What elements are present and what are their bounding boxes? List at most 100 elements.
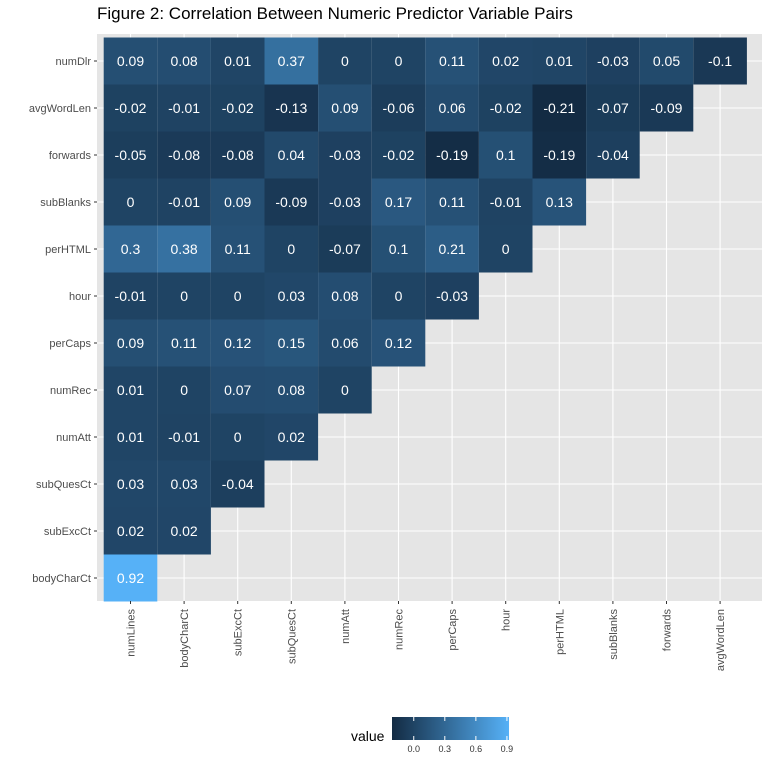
y-tick-label: perCaps bbox=[49, 338, 91, 350]
cell-value-label: -0.03 bbox=[329, 194, 361, 210]
heatmap-cell bbox=[639, 37, 694, 85]
cell-value-label: -0.08 bbox=[222, 147, 254, 163]
heatmap-cell bbox=[210, 366, 265, 414]
heatmap-cell bbox=[586, 37, 640, 85]
cell-value-label: 0.15 bbox=[278, 335, 305, 351]
cell-value-label: -0.07 bbox=[329, 241, 361, 257]
heatmap-cell bbox=[264, 413, 319, 461]
legend-tick-label: 0.0 bbox=[407, 744, 420, 754]
y-tick-label: numDlr bbox=[56, 56, 92, 68]
legend-tick-label: 0.6 bbox=[470, 744, 483, 754]
cell-value-label: 0.1 bbox=[389, 241, 409, 257]
cell-value-label: 0.06 bbox=[438, 100, 465, 116]
cell-value-label: 0.17 bbox=[385, 194, 412, 210]
cell-value-label: -0.09 bbox=[275, 194, 307, 210]
heatmap-cell bbox=[425, 178, 479, 226]
heatmap-cell bbox=[103, 225, 158, 273]
heatmap-cell bbox=[157, 272, 211, 320]
cell-value-label: 0 bbox=[502, 241, 510, 257]
cell-value-label: 0.09 bbox=[117, 335, 144, 351]
chart-title: Figure 2: Correlation Between Numeric Pr… bbox=[97, 4, 573, 23]
heatmap-cell bbox=[157, 178, 211, 226]
x-tick-label: perCaps bbox=[447, 609, 459, 651]
cell-value-label: -0.01 bbox=[168, 194, 200, 210]
heatmap-cell bbox=[210, 413, 265, 461]
heatmap-cell bbox=[318, 37, 372, 85]
heatmap-cell bbox=[103, 272, 158, 320]
cell-value-label: -0.06 bbox=[383, 100, 415, 116]
heatmap-cell bbox=[371, 37, 426, 85]
cell-value-label: 0.12 bbox=[224, 335, 251, 351]
legend-colorbar bbox=[392, 717, 509, 740]
x-tick-label: bodyCharCt bbox=[179, 609, 191, 668]
y-tick-label: perHTML bbox=[45, 244, 91, 256]
cell-value-label: 0 bbox=[127, 194, 135, 210]
cell-value-label: -0.05 bbox=[115, 147, 147, 163]
y-tick-label: subQuesCt bbox=[36, 479, 91, 491]
heatmap-cell bbox=[478, 178, 533, 226]
heatmap-cell bbox=[264, 178, 319, 226]
cell-value-label: -0.07 bbox=[597, 100, 629, 116]
cell-value-label: -0.19 bbox=[436, 147, 468, 163]
heatmap-cell bbox=[425, 84, 479, 132]
heatmap-cell bbox=[478, 37, 533, 85]
cell-value-label: 0.06 bbox=[331, 335, 358, 351]
cell-value-label: 0.08 bbox=[278, 382, 305, 398]
heatmap-cell bbox=[210, 37, 265, 85]
heatmap-cell bbox=[693, 37, 747, 85]
heatmap-cell bbox=[210, 131, 265, 179]
cell-value-label: -0.03 bbox=[329, 147, 361, 163]
x-tick-label: subBlanks bbox=[608, 609, 620, 660]
heatmap-cell bbox=[103, 319, 158, 367]
cell-value-label: -0.03 bbox=[436, 288, 468, 304]
heatmap-cell bbox=[264, 319, 319, 367]
cell-value-label: 0.01 bbox=[546, 53, 573, 69]
heatmap-cell bbox=[371, 178, 426, 226]
cell-value-label: -0.01 bbox=[168, 100, 200, 116]
cell-value-label: 0.02 bbox=[492, 53, 519, 69]
cell-value-label: -0.13 bbox=[275, 100, 307, 116]
cell-value-label: 0 bbox=[341, 382, 349, 398]
cell-value-label: 0.04 bbox=[278, 147, 305, 163]
heatmap-cell bbox=[210, 84, 265, 132]
heatmap-cell bbox=[157, 413, 211, 461]
cell-value-label: 0.01 bbox=[224, 53, 251, 69]
cell-value-label: 0.11 bbox=[439, 194, 465, 210]
heatmap-cell bbox=[318, 319, 372, 367]
cell-value-label: 0.13 bbox=[546, 194, 573, 210]
x-tick-label: subQuesCt bbox=[286, 609, 298, 664]
heatmap-cell bbox=[586, 84, 640, 132]
heatmap-cell bbox=[478, 225, 533, 273]
heatmap-cell bbox=[210, 272, 265, 320]
cell-value-label: 0.3 bbox=[121, 241, 141, 257]
heatmap-cell bbox=[264, 272, 319, 320]
heatmap-cell bbox=[318, 178, 372, 226]
heatmap-cell bbox=[157, 131, 211, 179]
heatmap-cell bbox=[103, 131, 158, 179]
cell-value-label: -0.04 bbox=[222, 476, 254, 492]
legend-tick-label: 0.3 bbox=[439, 744, 452, 754]
cell-value-label: -0.02 bbox=[222, 100, 254, 116]
cell-value-label: 0.01 bbox=[117, 429, 144, 445]
heatmap-cell bbox=[371, 131, 426, 179]
heatmap-cell bbox=[371, 272, 426, 320]
heatmap-cell bbox=[371, 225, 426, 273]
x-tick-label: forwards bbox=[662, 609, 674, 652]
cell-value-label: 0.11 bbox=[225, 241, 251, 257]
heatmap-cell bbox=[103, 84, 158, 132]
cell-value-label: 0.12 bbox=[385, 335, 412, 351]
cell-value-label: 0.01 bbox=[117, 382, 144, 398]
cell-value-label: 0.09 bbox=[117, 53, 144, 69]
heatmap-cell bbox=[425, 131, 479, 179]
cell-value-label: -0.01 bbox=[490, 194, 522, 210]
cell-value-label: 0.02 bbox=[170, 523, 197, 539]
cell-value-label: -0.02 bbox=[115, 100, 147, 116]
heatmap-cell bbox=[532, 178, 587, 226]
heatmap-cell bbox=[425, 37, 479, 85]
heatmap-cell bbox=[157, 225, 211, 273]
heatmap-cell bbox=[425, 272, 479, 320]
cell-value-label: 0 bbox=[341, 53, 349, 69]
heatmap-cell bbox=[371, 84, 426, 132]
cell-value-label: 0 bbox=[234, 288, 242, 304]
heatmap-cell bbox=[264, 37, 319, 85]
